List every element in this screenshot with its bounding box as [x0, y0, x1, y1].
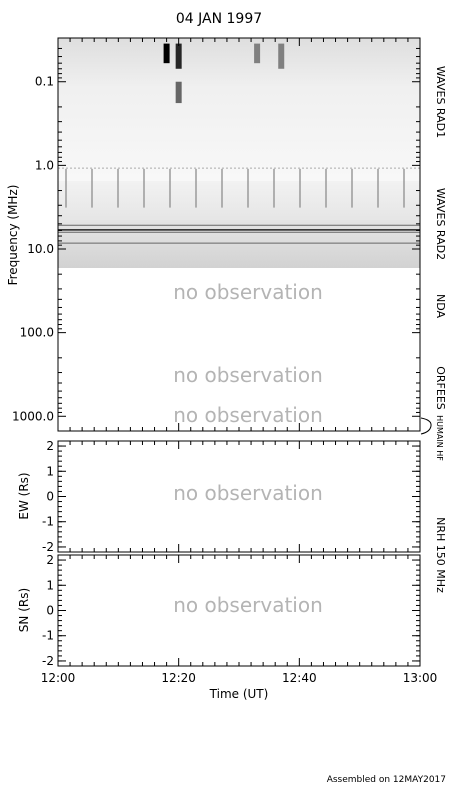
time-axis-labels: 12:00 12:20 12:40 13:00 [41, 671, 438, 685]
y-tick-label: 10.0 [27, 242, 54, 256]
rad1-band [58, 38, 420, 181]
sn-x-ticks [57, 555, 421, 666]
x-tick-label: 12:40 [282, 671, 317, 685]
spectrum-y-label: Frequency (MHz) [6, 185, 20, 286]
y-tick-label: -1 [42, 629, 54, 643]
burst-mark [175, 43, 182, 69]
ew-y-label: EW (Rs) [17, 472, 31, 519]
x-tick-label: 13:00 [403, 671, 438, 685]
ew-y-ticks: -2 -1 0 1 2 [42, 439, 420, 554]
no-observation-sn: no observation [173, 593, 323, 617]
spectrum-panel: 0.1 1.0 10.0 100.0 1000.0 Frequency (MHz) no… [6, 37, 421, 432]
side-label-nrh: NRH 150 MHz [434, 517, 447, 593]
side-label-rad1: WAVES RAD1 [434, 66, 447, 138]
rad2-band [58, 181, 420, 268]
assembled-footer: Assembled on 12MAY2017 [327, 775, 446, 785]
y-tick-label: 1 [46, 464, 54, 478]
spectrum-side-labels: WAVES RAD1 WAVES RAD2 NDA ORFEES HUMAIN … [420, 66, 447, 461]
spectrum-y-ticks: 0.1 1.0 10.0 100.0 1000.0 [12, 37, 420, 423]
chart-title: 04 JAN 1997 [176, 11, 262, 27]
no-observation-nda: no observation [173, 280, 323, 304]
sn-y-ticks: -2 -1 0 1 2 [42, 553, 420, 668]
ew-frame [57, 440, 421, 553]
sn-y-label: SN (Rs) [17, 588, 31, 632]
y-tick-label: 0 [46, 490, 54, 504]
side-label-humain: HUMAIN HF [435, 415, 444, 461]
x-tick-label: 12:20 [161, 671, 196, 685]
y-tick-label: -2 [42, 540, 54, 554]
spectrum-x-ticks [57, 38, 421, 431]
side-label-nda: NDA [434, 294, 447, 319]
burst-mark [278, 43, 285, 69]
x-axis-label: Time (UT) [209, 687, 269, 701]
no-observation-ew: no observation [173, 481, 323, 505]
y-tick-label: 0 [46, 604, 54, 618]
y-tick-label: 1 [46, 578, 54, 592]
y-tick-label: 0.1 [35, 75, 54, 89]
y-tick-label: 100.0 [20, 326, 54, 340]
ew-x-ticks [57, 441, 421, 552]
sn-panel: -2 -1 0 1 2 SN (Rs) no observation [17, 553, 421, 668]
y-tick-label: 1000.0 [12, 409, 54, 423]
side-label-orfees: ORFEES [434, 366, 447, 410]
x-tick-label: 12:00 [41, 671, 76, 685]
burst-mark [254, 43, 261, 64]
humain-bracket [420, 417, 432, 435]
y-tick-label: -2 [42, 654, 54, 668]
burst-mark [163, 43, 170, 64]
y-tick-label: 2 [46, 439, 54, 453]
y-tick-label: 2 [46, 553, 54, 567]
side-label-rad2: WAVES RAD2 [434, 188, 447, 260]
burst-mark [175, 81, 182, 104]
spectrum-marks [58, 43, 420, 244]
y-tick-label: 1.0 [35, 158, 54, 172]
no-observation-humain: no observation [173, 403, 323, 427]
ew-panel: -2 -1 0 1 2 EW (Rs) no observation [17, 439, 421, 554]
y-tick-label: -1 [42, 515, 54, 529]
no-observation-orfees: no observation [173, 363, 323, 387]
